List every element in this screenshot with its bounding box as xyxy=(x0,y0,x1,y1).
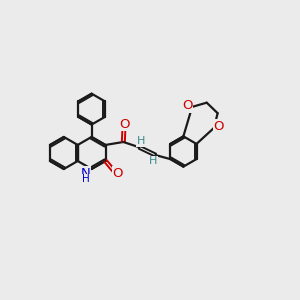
Text: O: O xyxy=(182,99,193,112)
Text: N: N xyxy=(81,167,91,180)
Text: O: O xyxy=(214,120,224,133)
Text: H: H xyxy=(149,156,157,166)
Text: H: H xyxy=(82,174,89,184)
Text: O: O xyxy=(119,118,130,130)
Text: O: O xyxy=(113,167,123,180)
Text: H: H xyxy=(136,136,145,146)
